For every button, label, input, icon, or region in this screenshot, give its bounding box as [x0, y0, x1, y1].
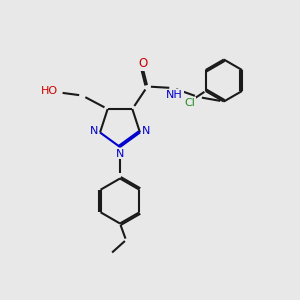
Text: N: N — [90, 126, 98, 136]
Text: O: O — [138, 57, 148, 70]
Text: N: N — [116, 148, 124, 159]
Text: NH: NH — [166, 90, 183, 100]
Text: HO: HO — [41, 86, 58, 96]
Text: Cl: Cl — [184, 98, 195, 108]
Text: N: N — [142, 126, 150, 136]
